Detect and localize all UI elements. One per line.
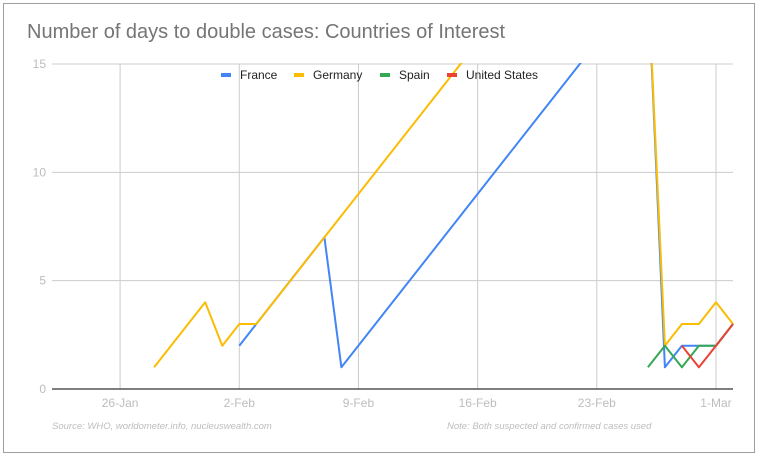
x-tick-label: 1-Mar [700,396,731,410]
legend-swatch-germany [294,73,304,77]
legend-label: France [240,68,278,82]
series-group [153,63,734,369]
x-tick-label: 2-Feb [224,396,256,410]
legend-swatch-spain [380,73,390,77]
legend-label: Spain [399,68,430,82]
y-tick-label: 5 [39,274,46,288]
y-tick-label: 0 [39,382,46,396]
chart-title: Number of days to double cases: Countrie… [27,21,506,43]
chart-frame [3,3,755,453]
series-line-france [238,63,734,369]
x-tick-label: 16-Feb [459,396,497,410]
y-tick-label: 15 [33,57,47,71]
x-tick-label: 26-Jan [102,396,139,410]
cases-note: Note: Both suspected and confirmed cases… [447,421,652,432]
x-tick-label: 9-Feb [343,396,375,410]
legend-swatch-united-states [447,73,457,77]
source-note: Source: WHO, worldometer.info, nucleuswe… [52,421,272,432]
series-line-united-states [681,323,734,369]
legend-label: United States [466,68,538,82]
legend-label: Germany [313,68,362,82]
series-line-germany [153,63,734,368]
legend-swatch-france [221,73,231,77]
x-tick-label: 23-Feb [578,396,616,410]
y-tick-label: 10 [33,165,47,179]
